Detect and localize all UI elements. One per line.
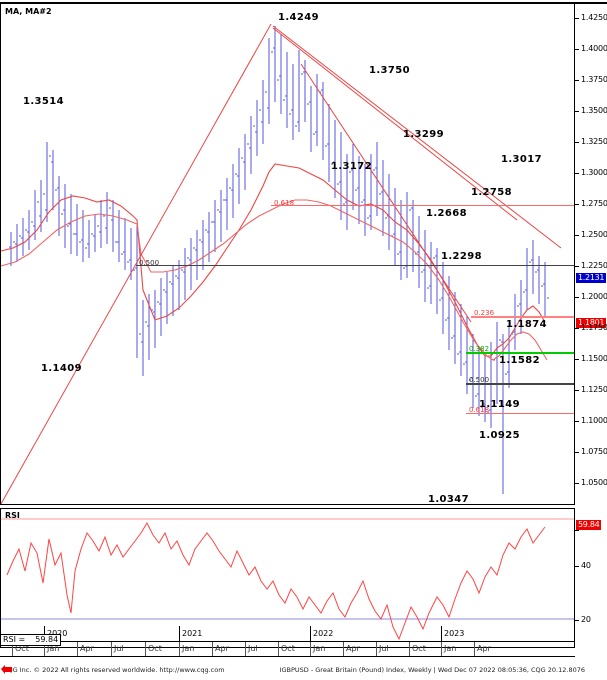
price-chart-canvas [0,23,562,505]
instrument-footer: IGBPUSD - Great Britain (Pound) Index, W… [279,666,585,674]
price-annotation: 1.3172 [331,161,372,172]
moving-average-line-2 [0,199,548,361]
fib-level-lower-0236 [471,316,574,318]
price-annotation: 1.3299 [403,129,444,140]
time-axis-month: Apr [477,644,491,653]
trendline-ascending [0,23,272,505]
price-axis-label: 1.1000 [581,416,607,425]
rsi-axis[interactable]: 59.84 40 20 [575,508,607,648]
price-axis-label: 1.0750 [581,447,607,456]
price-axis-label: 1.3750 [581,75,607,84]
price-axis-label: 1.4000 [581,44,607,53]
fib-level-lower-0382 [466,352,574,354]
price-axis-label: 1.2000 [581,292,607,301]
time-axis-month: Oct [281,644,295,653]
price-axis-label: 1.0500 [581,478,607,487]
current-price-box[interactable]: 1.2131 [576,273,607,283]
price-annotation: 1.3514 [23,96,64,107]
price-annotation: 1.1409 [41,363,82,374]
time-axis-year: 2022 [313,629,334,638]
time-axis-month: Oct [412,644,426,653]
trendline-steep-descending [300,63,472,323]
price-annotation: 1.3017 [501,154,542,165]
time-axis-month: Jan [313,644,326,653]
fib-label-lower-0500: 0.500 [469,376,490,384]
price-annotation: 1.2668 [426,208,467,219]
fib-label-upper-0500: 0.500 [139,259,160,267]
time-axis-month: Apr [215,644,229,653]
rsi-chart-canvas [1,518,574,641]
rsi-legend-value: 59.84 [35,635,59,644]
rsi-line [6,521,546,641]
price-annotation: 1.0925 [479,430,520,441]
rsi-axis-label: 20 [581,615,591,624]
time-axis-month: Jul [248,644,258,653]
moving-average-line-1 [0,163,546,357]
fib-label-lower-0618: 0.618 [469,406,490,414]
time-axis-month: Oct [148,644,162,653]
price-axis-label: 1.2750 [581,199,607,208]
rsi-panel-title: RSI [5,511,20,520]
price-annotation: 1.1149 [479,399,520,410]
fib-level-upper-0618 [271,205,574,206]
price-axis-label: 1.3500 [581,106,607,115]
price-annotation: 1.2298 [441,251,482,262]
price-chart-panel[interactable]: MA, MA#2 [0,2,575,505]
fib-label-upper-0618: 0.618 [274,199,295,207]
cqg-logo-icon [1,665,12,674]
fib-level-lower-0500 [466,383,574,385]
time-axis-year: 2021 [182,629,203,638]
copyright-footer: CQG Inc. © 2022 All rights reserved worl… [3,666,225,674]
fib-level-lower-0618 [466,413,574,414]
trendline-inner-descending [272,27,518,221]
price-annotation: 1.3750 [369,65,410,76]
price-axis-label: 1.1750 [581,323,607,332]
trendline-upper-descending [272,25,562,249]
price-axis-label: 1.4250 [581,13,607,22]
price-axis[interactable]: 1.4250 1.4000 1.3750 1.3500 1.3250 1.300… [575,2,607,505]
rsi-current-value-box[interactable]: 59.84 [576,520,602,530]
rsi-legend-label: RSI = [3,635,26,644]
price-annotation: 1.2758 [471,187,512,198]
time-axis-month: Jan [444,644,457,653]
time-axis-month: Jan [47,644,60,653]
time-axis-month: Apr [346,644,360,653]
time-axis-month: Jan [182,644,195,653]
rsi-chart-panel[interactable]: RSI [0,508,575,648]
price-axis-label: 1.3250 [581,137,607,146]
price-annotation: 1.1582 [499,355,540,366]
price-axis-label: 1.2250 [581,261,607,270]
indicator-legend: MA, MA#2 [5,7,52,16]
rsi-axis-label: 40 [581,561,591,570]
price-annotation: 1.0347 [428,494,469,505]
fib-label-lower-0382: 0.382 [469,345,490,353]
price-axis-label: 1.3000 [581,168,607,177]
price-annotation: 1.1874 [506,319,547,330]
time-axis-month: Oct [15,644,29,653]
ohlc-bars [9,26,549,494]
price-axis-label: 1.2500 [581,230,607,239]
price-axis-label: 1.1250 [581,385,607,394]
fib-level-upper-0500 [136,265,574,266]
time-axis-month: Apr [80,644,94,653]
time-axis-month: Jul [114,644,124,653]
time-axis-year: 2023 [444,629,465,638]
alert-price-box[interactable]: 1.1801 [576,318,607,328]
price-annotation: 1.4249 [278,12,319,23]
price-axis-label: 1.1500 [581,354,607,363]
time-axis-month: Jul [379,644,389,653]
rsi-legend-box[interactable]: RSI = 59.84 [0,634,62,646]
fib-label-lower-0236: 0.236 [474,309,495,317]
